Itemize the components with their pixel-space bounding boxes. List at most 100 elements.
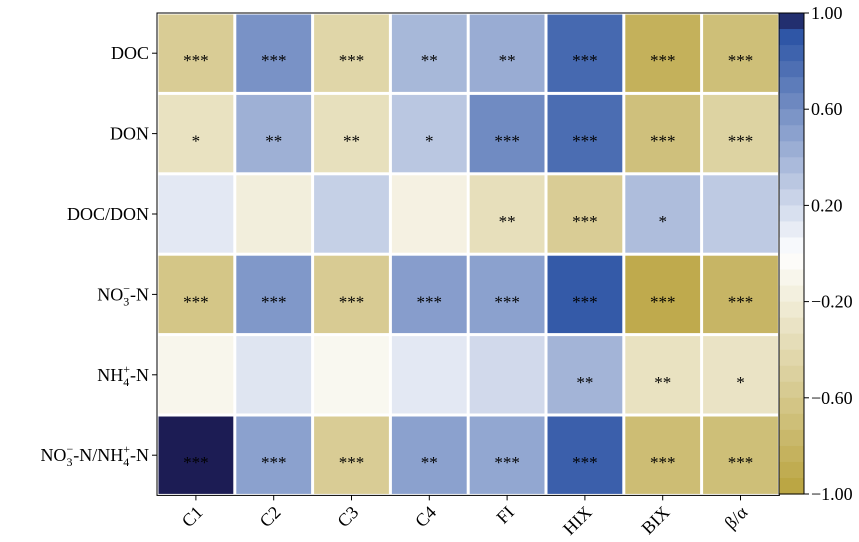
- heatmap-cell: [625, 255, 701, 334]
- colorbar-step: [779, 237, 804, 255]
- colorbar-step: [779, 285, 804, 303]
- colorbar-step: [779, 109, 804, 126]
- significance-marker: ***: [650, 51, 676, 70]
- heatmap-cell: [158, 175, 234, 253]
- heatmap-cell: [314, 175, 389, 253]
- significance-markers: *** *** *** ** ** *** *** **** ** ** * *** *** *** ***…: [183, 51, 753, 472]
- row-label: NO3−-N/NH4+-N: [40, 442, 149, 469]
- significance-marker: ***: [572, 51, 598, 70]
- heatmap-cell: [703, 416, 778, 494]
- colorbar-step: [779, 333, 804, 351]
- column-label: C2: [256, 502, 285, 531]
- row-label: NO3−-N: [97, 281, 149, 308]
- colorbar-tick-label: 0.60: [811, 99, 843, 119]
- significance-marker: ***: [261, 292, 287, 311]
- colorbar-step: [779, 125, 804, 142]
- colorbar-step: [779, 205, 804, 223]
- significance-marker: ***: [572, 453, 598, 472]
- colorbar-step: [779, 301, 804, 319]
- colorbar-step: [779, 445, 804, 463]
- significance-marker: ***: [183, 292, 209, 311]
- heatmap-cell: [703, 336, 778, 414]
- heatmap-cell: [314, 255, 389, 334]
- heatmap-cell: [547, 175, 623, 253]
- heatmap-cell: [547, 255, 623, 334]
- colorbar-step: [779, 221, 804, 239]
- colorbar-step: [779, 269, 804, 287]
- colorbar-tick-label: −0.20: [811, 292, 853, 312]
- heatmap-cell: [236, 336, 312, 414]
- heatmap-cell: [625, 416, 701, 494]
- significance-marker: **: [654, 373, 671, 392]
- heatmap-cell: [391, 14, 467, 92]
- heatmap-cell: [158, 416, 234, 494]
- colorbar-step: [779, 189, 804, 206]
- heatmap-cell: [703, 255, 778, 334]
- colorbar-tick-label: 1.00: [811, 3, 843, 23]
- heatmap-cell: [469, 255, 545, 334]
- significance-marker: ***: [183, 453, 209, 472]
- heatmap-cell: [625, 94, 701, 173]
- heatmap-cell: [236, 94, 312, 173]
- column-label: C3: [333, 502, 362, 531]
- colorbar-step: [779, 77, 804, 94]
- heatmap-cell: [469, 14, 545, 92]
- significance-marker: ***: [494, 292, 520, 311]
- colorbar-step: [779, 317, 804, 335]
- heatmap-cell: [547, 14, 623, 92]
- colorbar-step: [779, 61, 804, 78]
- significance-marker: **: [499, 212, 516, 231]
- heatmap-cell: [314, 336, 389, 414]
- heatmap-cell: [547, 416, 623, 494]
- significance-marker: **: [499, 51, 516, 70]
- colorbar-step: [779, 29, 804, 46]
- significance-marker: *: [425, 132, 434, 151]
- colorbar-step: [779, 93, 804, 110]
- column-label: C1: [178, 502, 207, 531]
- column-label: HIX: [559, 502, 596, 539]
- colorbar-step: [779, 253, 804, 271]
- column-label: FI: [492, 502, 517, 527]
- colorbar-step: [779, 461, 804, 479]
- significance-marker: ***: [339, 51, 365, 70]
- heatmap-cell: [391, 255, 467, 334]
- heatmap-cell: [158, 336, 234, 414]
- significance-marker: ***: [728, 453, 754, 472]
- colorbar-frame: [778, 12, 805, 495]
- heatmap-cell: [314, 416, 389, 494]
- colorbar-step: [779, 13, 804, 30]
- colorbar-step: [779, 349, 804, 367]
- heatmap-cell: [158, 94, 234, 173]
- colorbar-tick-label: −0.60: [811, 388, 853, 408]
- significance-marker: **: [421, 453, 438, 472]
- column-label: β/α: [721, 502, 752, 533]
- colorbar-step: [779, 365, 804, 383]
- colorbar: 1.00 0.60 0.20 −0.20 −0.60 −1.00: [778, 3, 853, 504]
- heatmap-cells: [156, 12, 780, 496]
- colorbar-step: [779, 381, 804, 399]
- heatmap-cell: [236, 416, 312, 494]
- significance-marker: ***: [572, 132, 598, 151]
- significance-marker: ***: [728, 132, 754, 151]
- heatmap-cell: [469, 175, 545, 253]
- significance-marker: ***: [339, 292, 365, 311]
- significance-marker: *: [192, 132, 201, 151]
- colorbar-tick-label: −1.00: [811, 484, 853, 504]
- row-label: DON: [110, 124, 149, 144]
- column-label: BIX: [637, 502, 673, 538]
- significance-marker: ***: [494, 453, 520, 472]
- heatmap-cell: [391, 416, 467, 494]
- colorbar-step: [779, 141, 804, 158]
- row-label: NH4+-N: [97, 362, 149, 389]
- heatmap-cell: [703, 175, 778, 253]
- heatmap-cell: [391, 336, 467, 414]
- column-labels: C1 C2 C3 C4 FI HIX BIX β/α: [178, 495, 752, 539]
- heatmap-cell: [703, 14, 778, 92]
- row-labels: DOC DON DOC/DON NO3−-N NH4+-N NO3−-N/NH4+-N: [40, 43, 157, 469]
- colorbar-step: [779, 413, 804, 431]
- heatmap-cell: [703, 94, 778, 173]
- heatmap-cell: [469, 416, 545, 494]
- significance-marker: ***: [572, 212, 598, 231]
- significance-marker: ***: [339, 453, 365, 472]
